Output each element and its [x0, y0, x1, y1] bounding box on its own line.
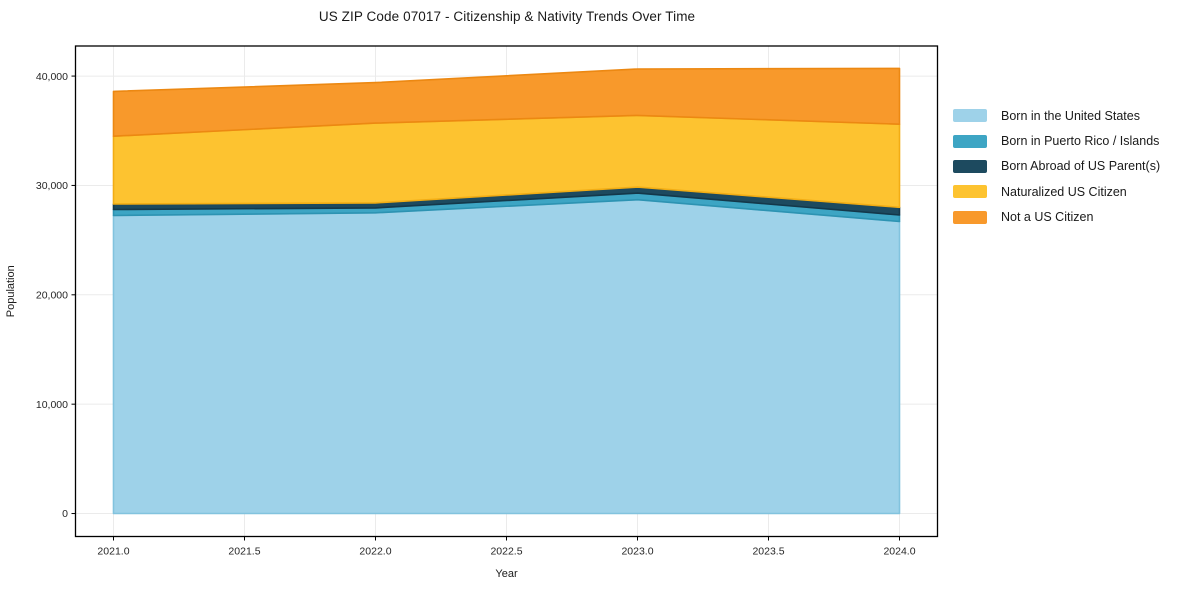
y-tick-label: 20,000 [36, 290, 68, 302]
legend-swatch-icon [953, 210, 987, 224]
legend-swatch-icon [953, 185, 987, 199]
x-tick-label: 2024.0 [883, 546, 915, 558]
legend-item: Naturalized US Citizen [953, 179, 1160, 204]
x-tick-label: 2022.5 [490, 546, 522, 558]
legend-label: Born in Puerto Rico / Islands [1001, 134, 1160, 149]
legend-label: Naturalized US Citizen [1001, 184, 1127, 199]
legend: Born in the United States Born in Puerto … [953, 103, 1160, 230]
x-tick-label: 2022.0 [359, 546, 391, 558]
legend-swatch-icon [953, 134, 987, 148]
x-tick-label: 2021.5 [228, 546, 260, 558]
legend-label: Born Abroad of US Parent(s) [1001, 159, 1161, 174]
y-tick-label: 0 [62, 508, 68, 520]
legend-swatch-icon [953, 159, 987, 173]
area-series-0 [112, 198, 901, 515]
legend-label: Born in the United States [1001, 108, 1140, 123]
x-tick-label: 2023.5 [752, 546, 784, 558]
x-tick-label: 2023.0 [621, 546, 653, 558]
y-tick-label: 40,000 [36, 71, 68, 83]
y-tick-label: 10,000 [36, 399, 68, 411]
legend-item: Born in Puerto Rico / Islands [953, 128, 1160, 153]
legend-item: Not a US Citizen [953, 205, 1160, 230]
area-series-4 [112, 67, 901, 137]
y-axis-label: Population [5, 265, 17, 317]
x-tick-label: 2021.0 [97, 546, 129, 558]
legend-item: Born in the United States [953, 103, 1160, 128]
x-axis-label: Year [495, 568, 518, 580]
chart-title: US ZIP Code 07017 - Citizenship & Nativi… [318, 9, 696, 24]
legend-item: Born Abroad of US Parent(s) [953, 154, 1160, 179]
legend-label: Not a US Citizen [1001, 210, 1094, 225]
y-tick-label: 30,000 [36, 180, 68, 192]
legend-swatch-icon [953, 109, 987, 123]
